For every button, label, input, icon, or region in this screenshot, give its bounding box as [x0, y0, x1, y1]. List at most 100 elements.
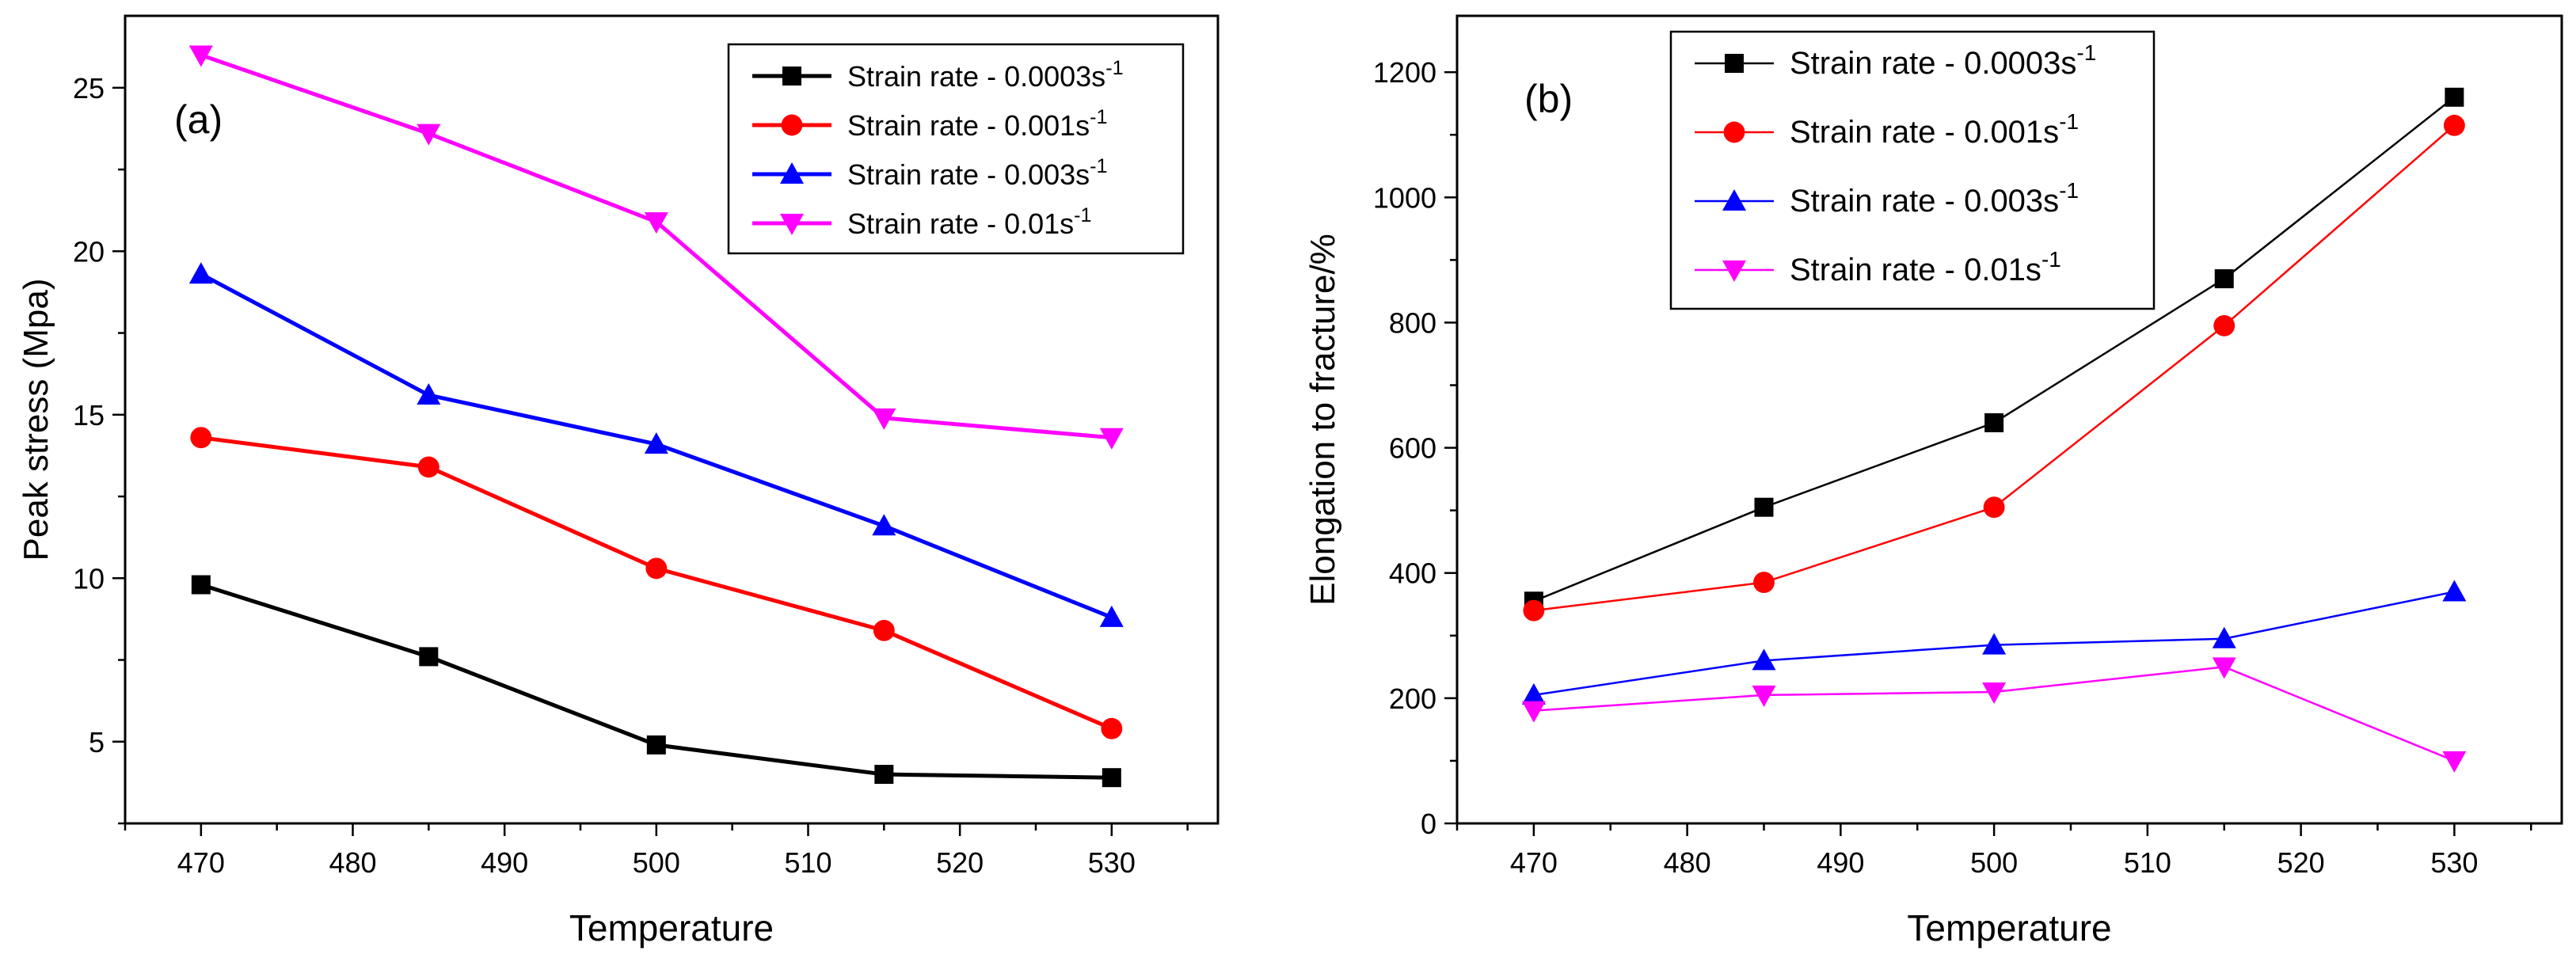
- series-2: [188, 262, 1124, 627]
- x-tick-label: 490: [1817, 846, 1864, 879]
- data-point: [188, 262, 213, 284]
- data-point: [417, 124, 441, 146]
- y-tick-label: 15: [73, 399, 105, 431]
- series-0: [191, 575, 1121, 788]
- data-point: [1982, 682, 2007, 704]
- data-point: [1099, 428, 1124, 450]
- x-tick-label: 470: [177, 846, 225, 879]
- legend-marker: [780, 214, 804, 235]
- legend-label: Strain rate - 0.001s-1: [1790, 109, 2079, 150]
- legend-entry: Strain rate - 0.01s-1: [752, 204, 1092, 240]
- x-tick-label: 510: [784, 846, 831, 879]
- series-2: [1521, 580, 2467, 705]
- legend-entry: Strain rate - 0.001s-1: [1695, 109, 2079, 150]
- data-point: [872, 408, 896, 430]
- data-point: [644, 431, 668, 454]
- legend-label-text: Strain rate - 0.01s: [847, 207, 1074, 240]
- data-point: [190, 427, 212, 449]
- y-tick-label: 200: [1389, 682, 1436, 715]
- legend-marker: [1722, 189, 1746, 211]
- legend-label-text: Strain rate - 0.003s: [1790, 184, 2059, 219]
- data-point: [1523, 599, 1545, 622]
- data-point: [1101, 717, 1123, 739]
- data-point: [1521, 682, 1546, 705]
- x-tick-label: 490: [481, 846, 528, 879]
- y-tick-label: 25: [73, 72, 105, 105]
- series-1: [1523, 114, 2465, 622]
- y-axis-label: Peak stress (Mpa): [17, 279, 55, 561]
- data-point: [2213, 314, 2235, 336]
- legend-entry: Strain rate - 0.003s-1: [1695, 178, 2079, 219]
- legend-entry: Strain rate - 0.01s-1: [1695, 247, 2061, 287]
- legend-label: Strain rate - 0.001s-1: [847, 106, 1108, 142]
- legend-label-text: Strain rate - 0.001s: [1790, 115, 2059, 150]
- plot-frame: [1455, 14, 2563, 825]
- y-tick-label: 20: [73, 235, 105, 268]
- data-point: [872, 514, 896, 536]
- x-tick-label: 500: [1970, 846, 2018, 879]
- y-tick-label: 5: [89, 726, 105, 758]
- legend-label-text: Strain rate - 0.01s: [1790, 253, 2041, 287]
- legend-marker: [1723, 121, 1745, 143]
- x-tick-label: 500: [633, 846, 680, 879]
- x-tick-label: 510: [2124, 846, 2171, 879]
- data-point: [1984, 412, 2004, 432]
- legend-label-text: Strain rate - 0.0003s: [847, 60, 1105, 93]
- legend-label-text: Strain rate - 0.0003s: [1790, 46, 2076, 81]
- legend-entry: Strain rate - 0.0003s-1: [1695, 40, 2096, 81]
- panel-label: (a): [174, 97, 223, 142]
- data-point: [1752, 685, 1776, 707]
- legend-box: [727, 43, 1185, 255]
- legend-label-text: Strain rate - 0.003s: [847, 158, 1090, 191]
- x-axis-label: Temperature: [569, 907, 774, 948]
- data-point: [1521, 701, 1546, 723]
- data-point: [1753, 572, 1775, 594]
- y-axis-label: Elongation to fracture/%: [1303, 234, 1342, 606]
- series-1: [190, 427, 1123, 739]
- y-tick-label: 1000: [1373, 181, 1436, 214]
- plot-frame: [124, 14, 1220, 825]
- chart-b: 470 480 490 500 510 520 530 0 200 400 600 800 1000 12…: [1303, 14, 2563, 948]
- data-point: [874, 765, 894, 785]
- data-point: [1752, 648, 1776, 671]
- x-tick-label: 520: [936, 846, 984, 879]
- series-3: [188, 45, 1124, 450]
- legend-label-superscript: -1: [1105, 57, 1123, 79]
- legend-label: Strain rate - 0.01s-1: [847, 204, 1092, 240]
- y-tick-label: 10: [73, 562, 105, 595]
- legend-label-superscript: -1: [1074, 204, 1091, 226]
- y-tick-label: 400: [1389, 557, 1436, 590]
- y-tick-label: 600: [1389, 432, 1436, 465]
- legend-marker: [1722, 260, 1746, 282]
- data-point: [644, 212, 668, 234]
- data-point: [2443, 114, 2465, 136]
- data-point: [2214, 269, 2234, 289]
- legend-label-superscript: -1: [1090, 155, 1107, 177]
- data-point: [191, 575, 211, 595]
- y-tick-label: 800: [1389, 306, 1436, 339]
- legend-marker: [1725, 54, 1744, 73]
- series-3: [1521, 657, 2467, 773]
- data-point: [188, 45, 213, 67]
- data-point: [1982, 633, 2007, 655]
- legend-label-superscript: -1: [2041, 247, 2061, 272]
- legend-marker: [782, 67, 801, 86]
- x-tick-label: 530: [2430, 846, 2478, 879]
- legend-label: Strain rate - 0.003s-1: [1790, 178, 2079, 219]
- x-tick-label: 480: [329, 846, 376, 879]
- legend-label-superscript: -1: [2059, 178, 2079, 203]
- data-point: [646, 735, 666, 755]
- x-tick-label: 470: [1510, 846, 1558, 879]
- legend-label: Strain rate - 0.01s-1: [1790, 247, 2061, 287]
- x-tick-label: 480: [1664, 846, 1711, 879]
- data-point: [2442, 751, 2467, 773]
- legend-label-text: Strain rate - 0.001s: [847, 109, 1090, 142]
- y-tick-label: 1200: [1373, 56, 1436, 89]
- data-point: [1983, 496, 2005, 519]
- data-point: [873, 619, 895, 641]
- legend-marker: [780, 162, 804, 184]
- data-point: [645, 557, 668, 580]
- data-point: [2212, 657, 2236, 679]
